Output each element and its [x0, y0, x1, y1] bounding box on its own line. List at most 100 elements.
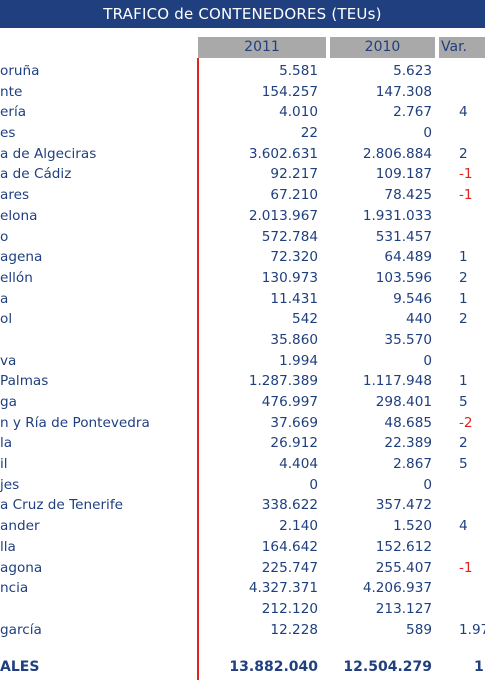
table-row: ares 67.210 78.425 -1	[0, 185, 485, 206]
variation-value: 2	[459, 145, 468, 162]
variation-value: -1	[459, 559, 473, 576]
value-2011: 37.669	[270, 414, 318, 431]
column-header-2011: 2011	[198, 37, 326, 58]
table-row: Palmas 1.287.389 1.117.948 1	[0, 371, 485, 392]
value-2010: 1.117.948	[362, 373, 432, 390]
port-name: la	[0, 435, 13, 452]
value-2011: 154.257	[261, 83, 318, 100]
variation-value: 2	[459, 435, 468, 452]
table-row: agona 225.747 255.407 -1	[0, 558, 485, 579]
variation-value: 1	[459, 290, 468, 307]
value-2011: 4.010	[279, 104, 318, 121]
value-2010: 2.767	[393, 104, 432, 121]
value-2010: 1.520	[393, 518, 432, 535]
port-name: es	[0, 125, 16, 142]
totals-2011: 13.882.040	[229, 659, 318, 675]
value-2011: 1.994	[279, 352, 318, 369]
value-2010: 0	[423, 476, 432, 493]
value-2010: 2.806.884	[362, 145, 432, 162]
value-2011: 338.622	[261, 497, 318, 514]
value-2010: 357.472	[375, 497, 432, 514]
port-name: a de Algeciras	[0, 145, 97, 162]
value-2011: 4.327.371	[248, 580, 318, 597]
table-row: ellón 130.973 103.596 2	[0, 268, 485, 289]
value-2010: 78.425	[384, 187, 432, 204]
column-header-variation: Var.	[439, 37, 485, 58]
table-row: agena 72.320 64.489 1	[0, 247, 485, 268]
value-2011: 164.642	[261, 538, 318, 555]
value-2011: 4.404	[279, 456, 318, 473]
value-2010: 109.187	[375, 166, 432, 183]
table-row: va 1.994 0	[0, 351, 485, 372]
totals-2010: 12.504.279	[343, 659, 432, 675]
table-row: la 26.912 22.389 2	[0, 433, 485, 454]
variation-value: 4	[459, 518, 468, 535]
value-2010: 35.570	[384, 331, 432, 348]
value-2011: 22	[300, 125, 318, 142]
variation-value: -1	[459, 166, 473, 183]
table-title: TRAFICO de CONTENEDORES (TEUs)	[0, 0, 485, 28]
value-2011: 542	[292, 311, 318, 328]
value-2010: 255.407	[375, 559, 432, 576]
value-2010: 9.546	[393, 290, 432, 307]
variation-value: 1	[459, 373, 468, 390]
port-name: n y Ría de Pontevedra	[0, 414, 150, 431]
value-2011: 225.747	[261, 559, 318, 576]
value-2010: 589	[406, 621, 432, 638]
port-name: oruña	[0, 63, 40, 79]
value-2011: 572.784	[261, 228, 318, 245]
port-name: a Cruz de Tenerife	[0, 497, 123, 514]
value-2011: 1.287.389	[248, 373, 318, 390]
port-name: garcía	[0, 621, 42, 638]
table-row: o 572.784 531.457	[0, 227, 485, 248]
variation-value: 4	[459, 104, 468, 121]
table-row: elona 2.013.967 1.931.033	[0, 206, 485, 227]
totals-variation: 1	[474, 659, 484, 675]
value-2010: 22.389	[384, 435, 432, 452]
value-2011: 5.581	[279, 63, 318, 79]
value-2010: 298.401	[375, 394, 432, 410]
value-2011: 0	[309, 476, 318, 493]
value-2011: 3.602.631	[248, 145, 318, 162]
port-name: a	[0, 290, 9, 307]
table-row: es 22 0	[0, 123, 485, 144]
table-row: jes 0 0	[0, 475, 485, 496]
value-2011: 12.228	[270, 621, 318, 638]
totals-row: ALES 13.882.040 12.504.279 1	[0, 656, 485, 678]
port-name: ga	[0, 394, 17, 410]
variation-value: 2	[459, 311, 468, 328]
value-2010: 48.685	[384, 414, 432, 431]
port-name: o	[0, 228, 9, 245]
value-2011: 67.210	[270, 187, 318, 204]
table-row: nte 154.257 147.308	[0, 82, 485, 103]
value-2010: 64.489	[384, 249, 432, 266]
column-header-2010: 2010	[330, 37, 435, 58]
variation-value: 1.97	[459, 621, 485, 638]
value-2010: 2.867	[393, 456, 432, 473]
table-row: 35.860 35.570	[0, 330, 485, 351]
port-name: a de Cádiz	[0, 166, 72, 183]
value-2011: 35.860	[270, 331, 318, 348]
value-2010: 213.127	[375, 600, 432, 617]
value-2011: 72.320	[270, 249, 318, 266]
port-name: agona	[0, 559, 43, 576]
value-2010: 147.308	[375, 83, 432, 100]
variation-value: 1	[459, 249, 468, 266]
value-2010: 0	[423, 125, 432, 142]
variation-value: 2	[459, 269, 468, 286]
value-2010: 1.931.033	[362, 207, 432, 224]
port-name: jes	[0, 476, 20, 493]
value-2010: 0	[423, 352, 432, 369]
port-name: agena	[0, 249, 43, 266]
table-body: oruña 5.581 5.623 nte 154.257 147.308 ería 4.01…	[0, 61, 485, 640]
table-row: n y Ría de Pontevedra 37.669 48.685 -2	[0, 413, 485, 434]
value-2011: 2.140	[279, 518, 318, 535]
variation-value: 5	[459, 394, 468, 410]
value-2010: 531.457	[375, 228, 432, 245]
port-name: ería	[0, 104, 27, 121]
port-name: lla	[0, 538, 16, 555]
table-row: oruña 5.581 5.623	[0, 61, 485, 82]
port-name: va	[0, 352, 17, 369]
port-name: il	[0, 456, 8, 473]
table-row: a de Cádiz 92.217 109.187 -1	[0, 164, 485, 185]
